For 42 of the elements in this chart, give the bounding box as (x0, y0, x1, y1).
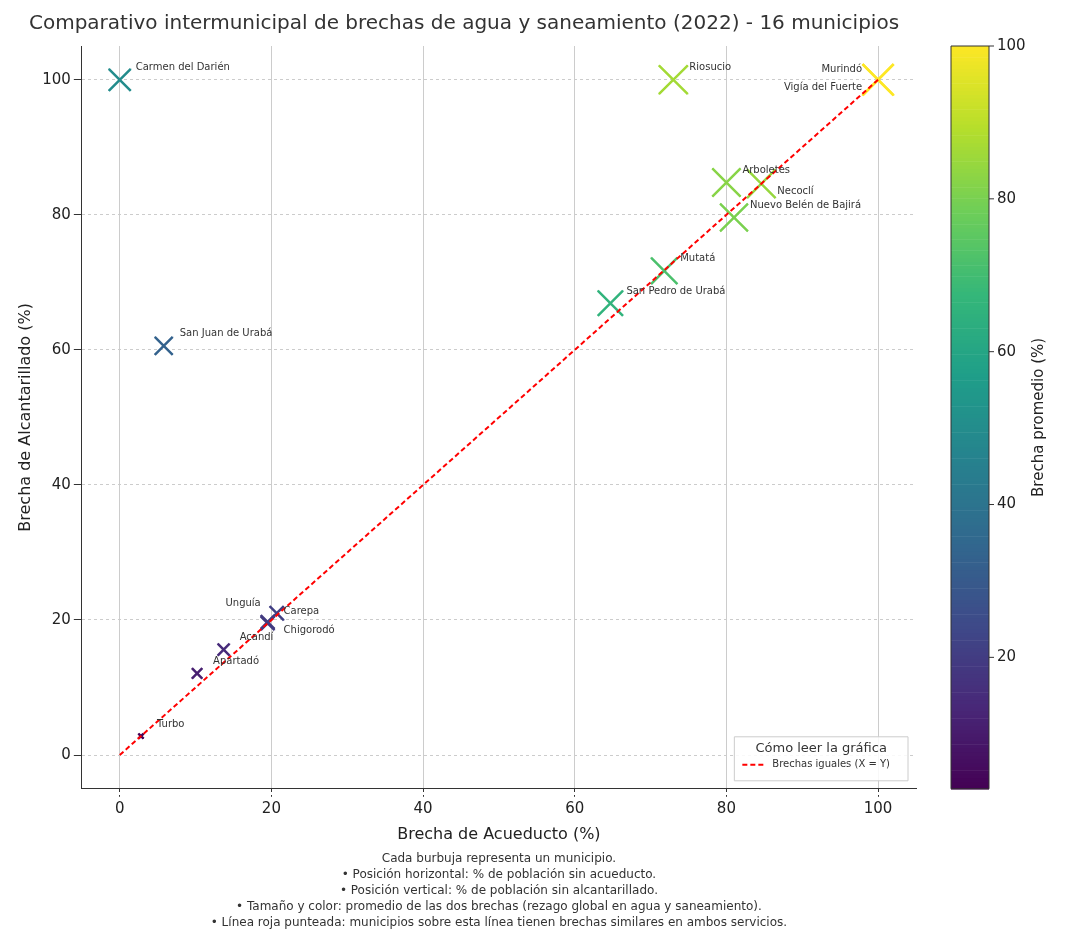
y-tick-label: 40 (51, 474, 71, 493)
color-bar-label: 100 (997, 35, 1026, 54)
x-tick-label: 60 (565, 798, 585, 817)
annotation: Turbo (155, 717, 185, 729)
x-tick-label: 100 (863, 798, 893, 817)
y-tick-label: 60 (51, 339, 71, 358)
x-tick-label: 20 (261, 798, 281, 817)
y-tick-label: 100 (42, 69, 71, 88)
color-bar-title: Brecha promedio (%) (1028, 337, 1047, 497)
color-bar-label: 60 (997, 341, 1017, 360)
annotation: Mutatá (680, 252, 716, 264)
x-tick-label: 80 (716, 798, 736, 817)
y-axis-title: Brecha de Alcantarillado (%) (14, 303, 34, 532)
text: • Tamaño y color: promedio de las dos brechas (rezago global en agua y saneamiento). (236, 898, 762, 913)
x-tick-label: 0 (114, 798, 125, 817)
annotation: Unguía (225, 596, 261, 608)
text: • Línea roja punteada: municipios sobre esta línea tienen brechas similares en ambos servicios. (210, 914, 788, 929)
annotation: Necoclí (777, 185, 815, 197)
y-tick-label: 0 (61, 744, 71, 763)
color-bar-label: 40 (997, 494, 1017, 513)
color-bar-label: 80 (997, 188, 1017, 207)
annotation: Vigía del Fuerte (783, 81, 863, 93)
annotation: Riosucio (689, 61, 732, 73)
text: Cada burbuja representa un municipio. (381, 850, 617, 865)
y-tick-label: 80 (51, 204, 71, 223)
annotation: Nuevo Belén de Bajirá (750, 199, 862, 211)
legend-label: Brechas iguales (X = Y) (772, 758, 891, 770)
annotation: Chigorodó (283, 623, 335, 635)
legend-title: Cómo leer la gráfica (755, 740, 887, 756)
text: • Posición vertical: % de población sin alcantarillado. (339, 882, 658, 897)
annotation: Murindó (821, 63, 863, 75)
color-bar-label: 20 (997, 647, 1017, 666)
annotation: San Pedro de Urabá (626, 284, 726, 296)
annotation: Acandí (239, 631, 275, 643)
x-tick-label: 40 (413, 798, 433, 817)
annotation: San Juan de Urabá (179, 327, 273, 339)
annotation: Carepa (283, 604, 320, 616)
annotation: Carmen del Darién (135, 61, 230, 73)
y-tick-label: 20 (51, 609, 71, 628)
text: • Posición horizontal: % de población sin acueducto. (341, 866, 657, 881)
x-axis-title: Brecha de Acueducto (%) (397, 823, 601, 843)
chart-title: Comparativo intermunicipal de brechas de agua y saneamiento (2022) - 16 municipios (28, 10, 900, 35)
